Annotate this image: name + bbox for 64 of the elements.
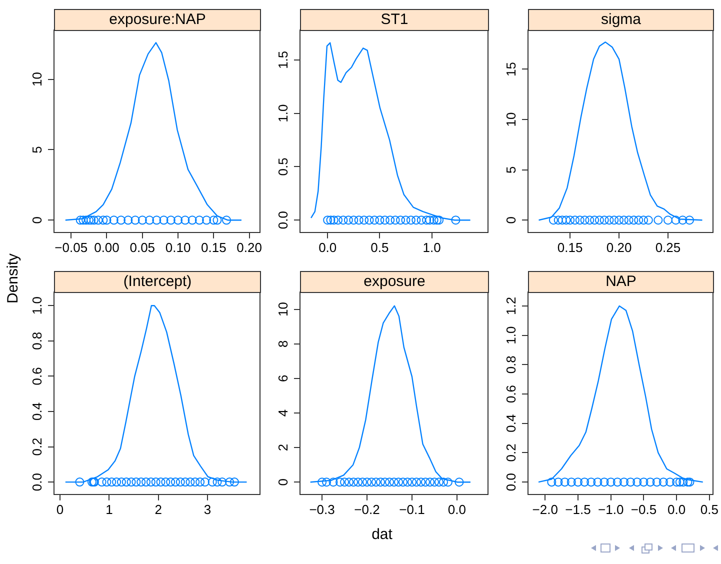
x-tick-label: −0.2 (354, 502, 380, 517)
y-tick-label: 0.0 (276, 211, 291, 230)
y-tick-label: 0.2 (30, 438, 45, 456)
y-tick-label: 8 (276, 340, 291, 348)
x-tick-label: 0.5 (370, 240, 389, 255)
chart-title: exposure (300, 271, 489, 293)
x-tick-label: −1.5 (565, 502, 591, 517)
y-tick-label: 0.2 (504, 444, 519, 462)
x-tick-label: 3 (204, 502, 212, 517)
chart-title: exposure:NAP (54, 9, 261, 31)
y-tick-label: 10 (504, 112, 519, 127)
x-tick-label: −1.0 (598, 502, 624, 517)
x-tick-label: 0.20 (606, 240, 632, 255)
y-tick-label: 0.6 (504, 384, 519, 404)
y-axis-title: Density (4, 253, 22, 304)
y-tick-label: 0.0 (30, 473, 45, 492)
x-tick-label: 0.15 (201, 240, 226, 255)
y-tick-label: 4 (276, 409, 291, 417)
y-tick-label: 0.6 (30, 367, 45, 386)
y-tick-label: 5 (30, 146, 45, 154)
x-tick-label: 0 (56, 502, 64, 517)
x-tick-label: 1 (106, 502, 113, 517)
chart-title: sigma (528, 9, 714, 31)
y-tick-label: 1.0 (504, 326, 519, 344)
x-tick-label: 0.20 (236, 240, 262, 255)
y-tick-label: 0 (504, 216, 519, 224)
x-tick-label: 2 (154, 502, 162, 517)
y-tick-label: 1.5 (276, 50, 291, 69)
y-tick-label: 1.0 (276, 104, 291, 122)
y-tick-label: 0.8 (504, 356, 519, 374)
y-tick-label: 1.0 (30, 296, 45, 315)
y-tick-label: 2 (276, 444, 291, 452)
x-axis-title: dat (370, 526, 394, 543)
y-tick-label: 0 (276, 478, 291, 486)
x-tick-label: 1.0 (422, 240, 441, 255)
y-tick-label: 0.0 (504, 473, 519, 492)
y-tick-label: 0.4 (504, 414, 519, 432)
y-tick-label: 0.5 (276, 158, 291, 176)
x-tick-label: −0.1 (399, 502, 425, 517)
x-tick-label: 0.0 (448, 502, 466, 517)
x-tick-label: 0.0 (668, 502, 686, 517)
y-tick-label: 0.8 (30, 332, 45, 350)
x-tick-label: 0.0 (318, 240, 337, 255)
y-tick-label: 0 (30, 216, 45, 224)
x-tick-label: −0.3 (309, 502, 335, 517)
x-tick-label: 0.15 (557, 240, 583, 255)
y-tick-label: 1.2 (504, 296, 519, 315)
y-tick-label: 10 (30, 72, 45, 87)
chart-title: NAP (528, 271, 714, 293)
x-tick-label: 0.25 (655, 240, 681, 255)
x-tick-label: −0.5 (630, 502, 657, 517)
y-tick-label: 10 (276, 302, 291, 317)
x-tick-label: 0.5 (700, 502, 718, 517)
y-tick-label: 0.4 (30, 402, 45, 421)
x-tick-label: 0.05 (130, 240, 156, 255)
chart-title: (Intercept) (54, 271, 261, 293)
y-tick-label: 5 (504, 166, 519, 174)
y-tick-label: 6 (276, 374, 291, 382)
chart-title: ST1 (300, 9, 489, 31)
x-tick-label: 0.00 (94, 240, 120, 255)
x-tick-label: −2.0 (532, 502, 558, 517)
x-tick-label: 0.10 (165, 240, 191, 255)
y-tick-label: 15 (504, 62, 519, 76)
x-tick-label: −0.05 (54, 240, 88, 255)
